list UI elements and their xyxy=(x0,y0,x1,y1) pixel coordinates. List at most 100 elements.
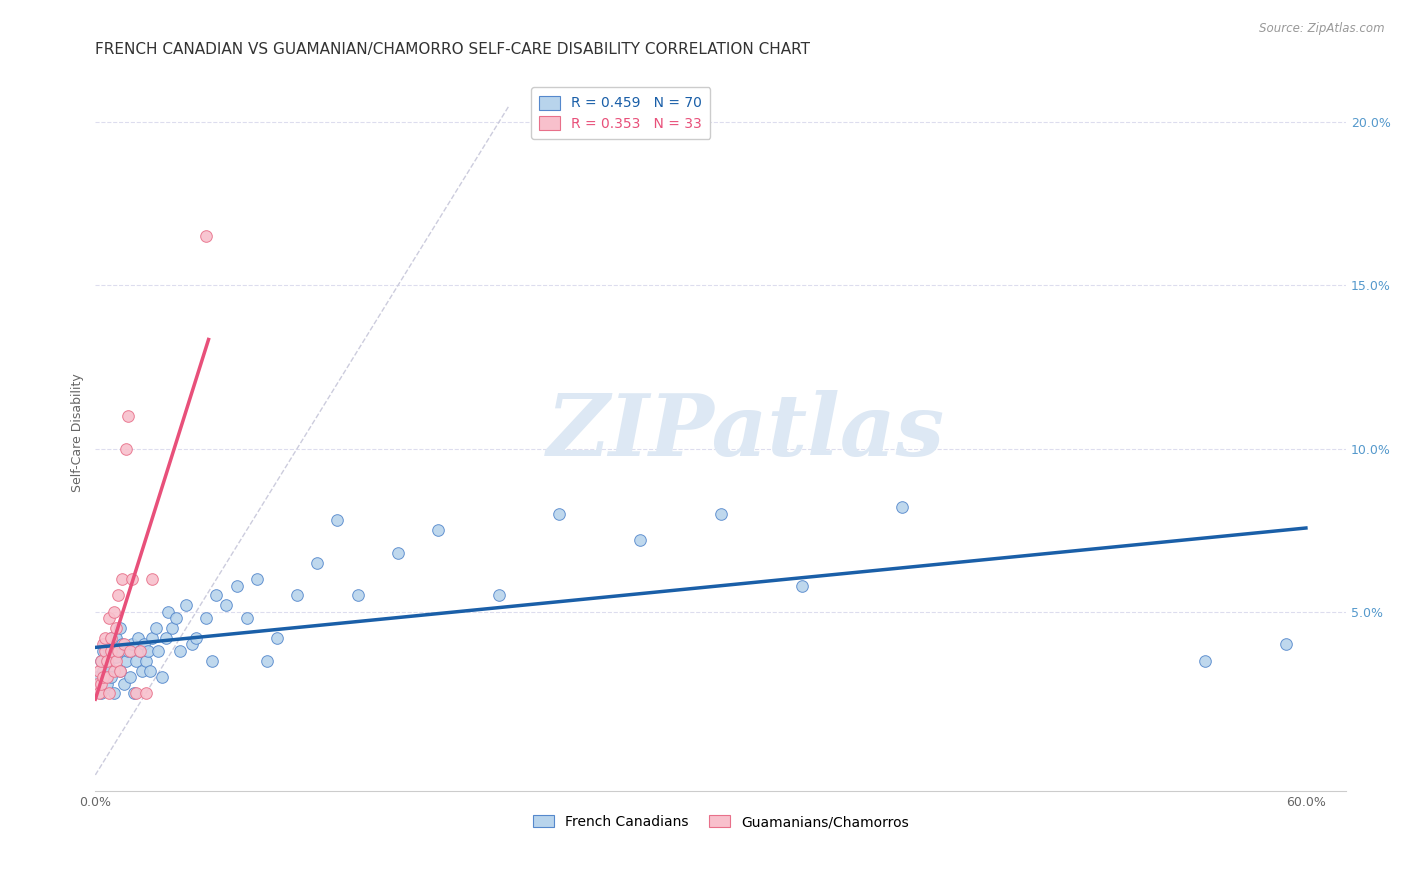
Point xyxy=(141,572,163,586)
Point xyxy=(136,644,159,658)
Point xyxy=(117,644,139,658)
Point xyxy=(326,513,349,527)
Point xyxy=(96,654,118,668)
Point xyxy=(89,686,111,700)
Point xyxy=(548,507,571,521)
Point xyxy=(103,605,125,619)
Point xyxy=(114,442,136,456)
Point xyxy=(121,637,143,651)
Text: Source: ZipAtlas.com: Source: ZipAtlas.com xyxy=(1260,22,1385,36)
Point xyxy=(1194,654,1216,668)
Point xyxy=(195,229,218,244)
Point xyxy=(790,579,813,593)
Point xyxy=(169,644,191,658)
Point xyxy=(186,631,208,645)
Point xyxy=(98,644,121,658)
Point xyxy=(104,650,127,665)
Point xyxy=(131,664,153,678)
Point xyxy=(427,523,450,537)
Point xyxy=(256,654,278,668)
Point xyxy=(93,637,115,651)
Point xyxy=(125,654,148,668)
Point xyxy=(103,686,125,700)
Point xyxy=(93,644,115,658)
Point xyxy=(118,670,141,684)
Point xyxy=(96,676,118,690)
Point xyxy=(150,670,173,684)
Point xyxy=(155,631,177,645)
Point xyxy=(346,589,368,603)
Point xyxy=(103,664,125,678)
Point xyxy=(93,670,115,684)
Point xyxy=(107,589,129,603)
Point xyxy=(141,631,163,645)
Point xyxy=(90,654,112,668)
Point xyxy=(1274,637,1296,651)
Point xyxy=(135,654,157,668)
Point xyxy=(107,644,129,658)
Point xyxy=(100,631,122,645)
Point xyxy=(307,556,329,570)
Point xyxy=(125,686,148,700)
Point xyxy=(90,676,112,690)
Point xyxy=(100,644,122,658)
Point xyxy=(90,654,112,668)
Point xyxy=(117,409,139,423)
Point xyxy=(89,676,111,690)
Point xyxy=(710,507,733,521)
Text: FRENCH CANADIAN VS GUAMANIAN/CHAMORRO SELF-CARE DISABILITY CORRELATION CHART: FRENCH CANADIAN VS GUAMANIAN/CHAMORRO SE… xyxy=(96,42,810,57)
Point xyxy=(94,670,117,684)
Point xyxy=(225,579,247,593)
Point xyxy=(181,637,204,651)
Point xyxy=(86,676,108,690)
Point xyxy=(628,533,651,547)
Point xyxy=(104,621,127,635)
Point xyxy=(205,589,228,603)
Point xyxy=(135,686,157,700)
Point xyxy=(94,631,117,645)
Point xyxy=(98,660,121,674)
Point xyxy=(108,621,131,635)
Point xyxy=(90,686,112,700)
Point xyxy=(160,621,183,635)
Point xyxy=(96,670,118,684)
Point xyxy=(89,664,111,678)
Point xyxy=(114,654,136,668)
Point xyxy=(174,599,197,613)
Point xyxy=(98,686,121,700)
Point xyxy=(118,644,141,658)
Point xyxy=(98,611,121,625)
Point xyxy=(266,631,288,645)
Point xyxy=(93,664,115,678)
Point xyxy=(96,654,118,668)
Point xyxy=(128,644,150,658)
Point xyxy=(122,686,145,700)
Point xyxy=(100,670,122,684)
Point xyxy=(387,546,409,560)
Point xyxy=(139,664,162,678)
Point xyxy=(132,637,155,651)
Legend: French Canadians, Guamanians/Chamorros: French Canadians, Guamanians/Chamorros xyxy=(527,809,914,835)
Point xyxy=(891,500,914,515)
Point xyxy=(285,589,308,603)
Point xyxy=(128,644,150,658)
Point xyxy=(215,599,238,613)
Point xyxy=(104,631,127,645)
Point xyxy=(112,676,135,690)
Point xyxy=(86,670,108,684)
Point xyxy=(127,631,149,645)
Point xyxy=(165,611,187,625)
Text: ZIPatlas: ZIPatlas xyxy=(547,391,945,474)
Point xyxy=(108,664,131,678)
Point xyxy=(94,637,117,651)
Point xyxy=(110,572,132,586)
Point xyxy=(488,589,510,603)
Point xyxy=(104,654,127,668)
Point xyxy=(246,572,269,586)
Point xyxy=(100,631,122,645)
Point xyxy=(108,664,131,678)
Point xyxy=(121,572,143,586)
Point xyxy=(107,644,129,658)
Point xyxy=(110,637,132,651)
Point xyxy=(156,605,179,619)
